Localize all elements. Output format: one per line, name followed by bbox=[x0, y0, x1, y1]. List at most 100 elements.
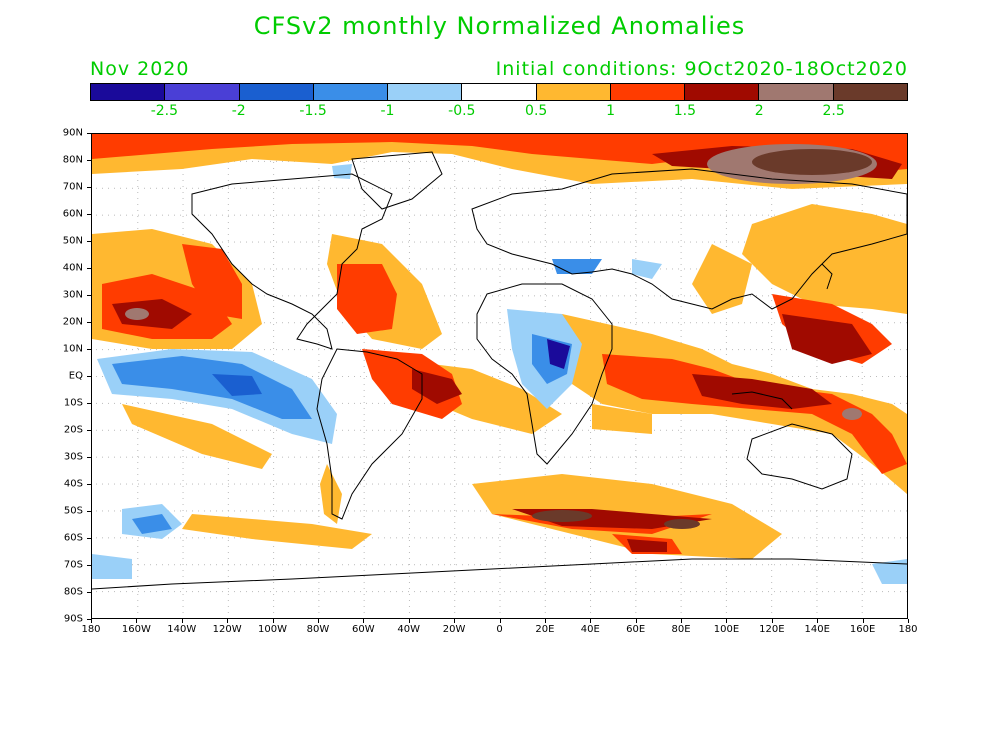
grid-dot bbox=[306, 591, 307, 593]
grid-dot bbox=[120, 402, 121, 404]
grid-dot bbox=[678, 483, 679, 485]
grid-dot bbox=[600, 214, 601, 216]
grid-dot bbox=[420, 187, 421, 189]
grid-dot bbox=[588, 456, 589, 458]
grid-dot bbox=[354, 429, 355, 431]
grid-dot bbox=[318, 516, 320, 517]
grid-dot bbox=[462, 268, 463, 270]
grid-dot bbox=[499, 444, 501, 445]
grid-dot bbox=[363, 168, 365, 169]
grid-dot bbox=[378, 402, 379, 404]
grid-dot bbox=[771, 600, 773, 601]
grid-dot bbox=[816, 576, 818, 577]
grid-dot bbox=[894, 483, 895, 485]
grid-dot bbox=[186, 510, 187, 512]
grid-dot bbox=[318, 510, 319, 512]
grid-dot bbox=[486, 456, 487, 458]
grid-dot bbox=[182, 510, 184, 511]
grid-dot bbox=[273, 564, 275, 565]
grid-dot bbox=[534, 564, 535, 566]
grid-dot bbox=[690, 322, 691, 324]
grid-dot bbox=[861, 474, 863, 475]
grid-dot bbox=[438, 510, 439, 512]
grid-dot bbox=[363, 510, 365, 511]
grid-dot bbox=[499, 216, 501, 217]
grid-dot bbox=[408, 246, 410, 247]
grid-dot bbox=[792, 510, 793, 512]
grid-dot bbox=[558, 429, 559, 431]
grid-dot bbox=[360, 483, 361, 485]
grid-dot bbox=[408, 564, 409, 566]
grid-dot bbox=[318, 456, 319, 458]
grid-dot bbox=[570, 591, 571, 593]
grid-dot bbox=[552, 268, 553, 270]
grid-dot bbox=[186, 564, 187, 566]
grid-dot bbox=[680, 252, 682, 253]
grid-dot bbox=[138, 591, 139, 593]
grid-dot bbox=[768, 295, 769, 297]
grid-dot bbox=[480, 429, 481, 431]
grid-dot bbox=[450, 295, 451, 297]
grid-dot bbox=[444, 268, 445, 270]
grid-dot bbox=[499, 612, 501, 613]
grid-dot bbox=[590, 588, 592, 589]
grid-dot bbox=[590, 600, 592, 601]
grid-dot bbox=[750, 187, 751, 189]
grid-dot bbox=[156, 483, 157, 485]
grid-dot bbox=[499, 288, 501, 289]
grid-dot bbox=[635, 252, 637, 253]
grid-dot bbox=[822, 483, 823, 485]
grid-dot bbox=[182, 402, 184, 403]
grid-dot bbox=[137, 216, 139, 217]
grid-dot bbox=[390, 241, 391, 243]
grid-dot bbox=[708, 214, 709, 216]
grid-dot bbox=[771, 300, 773, 301]
grid-dot bbox=[137, 486, 139, 487]
grid-dot bbox=[499, 276, 501, 277]
grid-dot bbox=[618, 456, 619, 458]
grid-dot bbox=[504, 591, 505, 593]
grid-dot bbox=[227, 174, 229, 175]
grid-dot bbox=[666, 456, 667, 458]
grid-dot bbox=[288, 187, 289, 189]
grid-dot bbox=[273, 342, 275, 343]
grid-dot bbox=[594, 241, 595, 243]
grid-dot bbox=[408, 348, 410, 349]
grid-dot bbox=[834, 537, 835, 539]
grid-dot bbox=[227, 468, 229, 469]
grid-dot bbox=[635, 234, 637, 235]
grid-dot bbox=[210, 510, 211, 512]
grid-dot bbox=[192, 510, 193, 512]
grid-dot bbox=[162, 483, 163, 485]
grid-dot bbox=[294, 456, 295, 458]
grid-dot bbox=[900, 591, 901, 593]
lat-label: 70S bbox=[63, 559, 83, 571]
lat-label: 20S bbox=[63, 424, 83, 436]
grid-dot bbox=[366, 402, 367, 404]
grid-dot bbox=[282, 510, 283, 512]
grid-dot bbox=[408, 180, 410, 181]
grid-dot bbox=[137, 210, 139, 211]
grid-dot bbox=[420, 591, 421, 593]
grid-dot bbox=[408, 564, 410, 565]
grid-dot bbox=[680, 210, 682, 211]
grid-dot bbox=[363, 390, 365, 391]
grid-dot bbox=[137, 444, 139, 445]
grid-dot bbox=[402, 349, 403, 351]
grid-dot bbox=[270, 510, 271, 512]
lon-label: 100E bbox=[713, 624, 740, 635]
grid-dot bbox=[402, 591, 403, 593]
grid-dot bbox=[132, 187, 133, 189]
grid-dot bbox=[450, 349, 451, 351]
grid-dot bbox=[474, 564, 475, 566]
grid-dot bbox=[276, 483, 277, 485]
grid-dot bbox=[672, 322, 673, 324]
grid-dot bbox=[840, 187, 841, 189]
grid-dot bbox=[372, 537, 373, 539]
grid-dot bbox=[499, 558, 501, 559]
grid-dot bbox=[454, 264, 456, 265]
grid-dot bbox=[182, 468, 184, 469]
grid-dot bbox=[210, 591, 211, 593]
grid-dot bbox=[144, 456, 145, 458]
grid-dot bbox=[852, 483, 853, 485]
